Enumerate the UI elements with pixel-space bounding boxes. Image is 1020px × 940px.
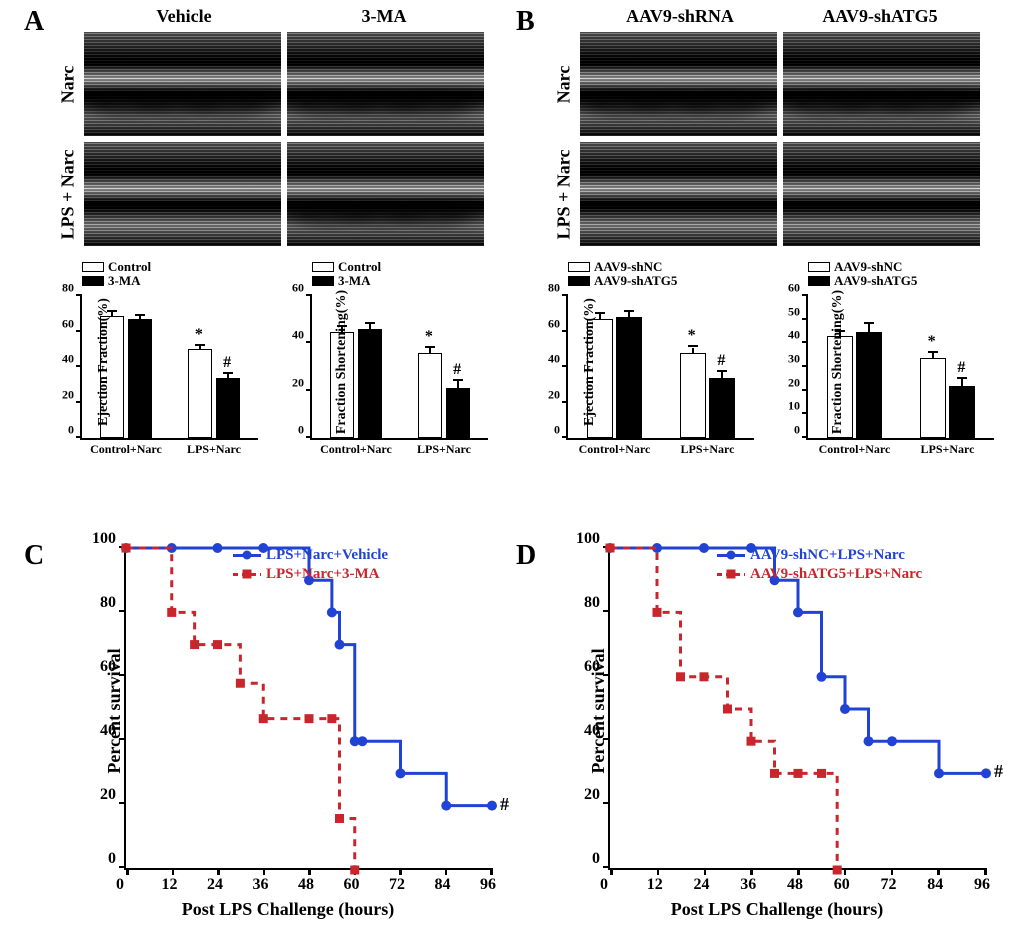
panel-b-row2: LPS + Narc <box>554 145 575 245</box>
panel-b-bar1: 020406080*#Control+NarcLPS+NarcEjection … <box>530 262 760 462</box>
panel-b-col2: AAV9-shATG5 <box>780 6 980 27</box>
panel-a-bar1: 020406080*#Control+NarcLPS+NarcEjection … <box>44 262 264 462</box>
echo-image <box>580 142 777 246</box>
panel-b-col1: AAV9-shRNA <box>580 6 780 27</box>
panel-b-bars: 020406080*#Control+NarcLPS+NarcEjection … <box>530 262 1000 462</box>
panel-a-bars: 020406080*#Control+NarcLPS+NarcEjection … <box>44 262 494 462</box>
panel-a-label: A <box>24 6 44 38</box>
panel-b-row1: Narc <box>554 55 575 115</box>
panel-b-echo: AAV9-shRNA AAV9-shATG5 Narc LPS + Narc <box>580 6 980 246</box>
echo-image <box>783 142 980 246</box>
panel-a-echo: Vehicle 3-MA Narc LPS + Narc <box>84 6 484 246</box>
panel-b-label: B <box>516 6 535 38</box>
panel-d-label: D <box>516 540 536 572</box>
panel-a-row1: Narc <box>58 55 79 115</box>
echo-image <box>783 32 980 136</box>
panel-b-bar2: 0102030405060*#Control+NarcLPS+NarcFract… <box>770 262 1000 462</box>
panel-a-col1: Vehicle <box>84 6 284 27</box>
panel-d-chart: 02040608010001224364860728496#Percent su… <box>562 540 992 920</box>
echo-image <box>580 32 777 136</box>
panel-a-row2: LPS + Narc <box>58 145 79 245</box>
figure: A Vehicle 3-MA Narc LPS + Narc 020406080… <box>0 0 1020 940</box>
panel-a-bar2: 0204060*#Control+NarcLPS+NarcFraction Sh… <box>274 262 494 462</box>
echo-image <box>84 142 281 246</box>
panel-c-label: C <box>24 540 44 572</box>
echo-image <box>84 32 281 136</box>
echo-image <box>287 142 484 246</box>
panel-c-chart: 02040608010001224364860728496#Percent su… <box>78 540 498 920</box>
echo-image <box>287 32 484 136</box>
panel-a-col2: 3-MA <box>284 6 484 27</box>
